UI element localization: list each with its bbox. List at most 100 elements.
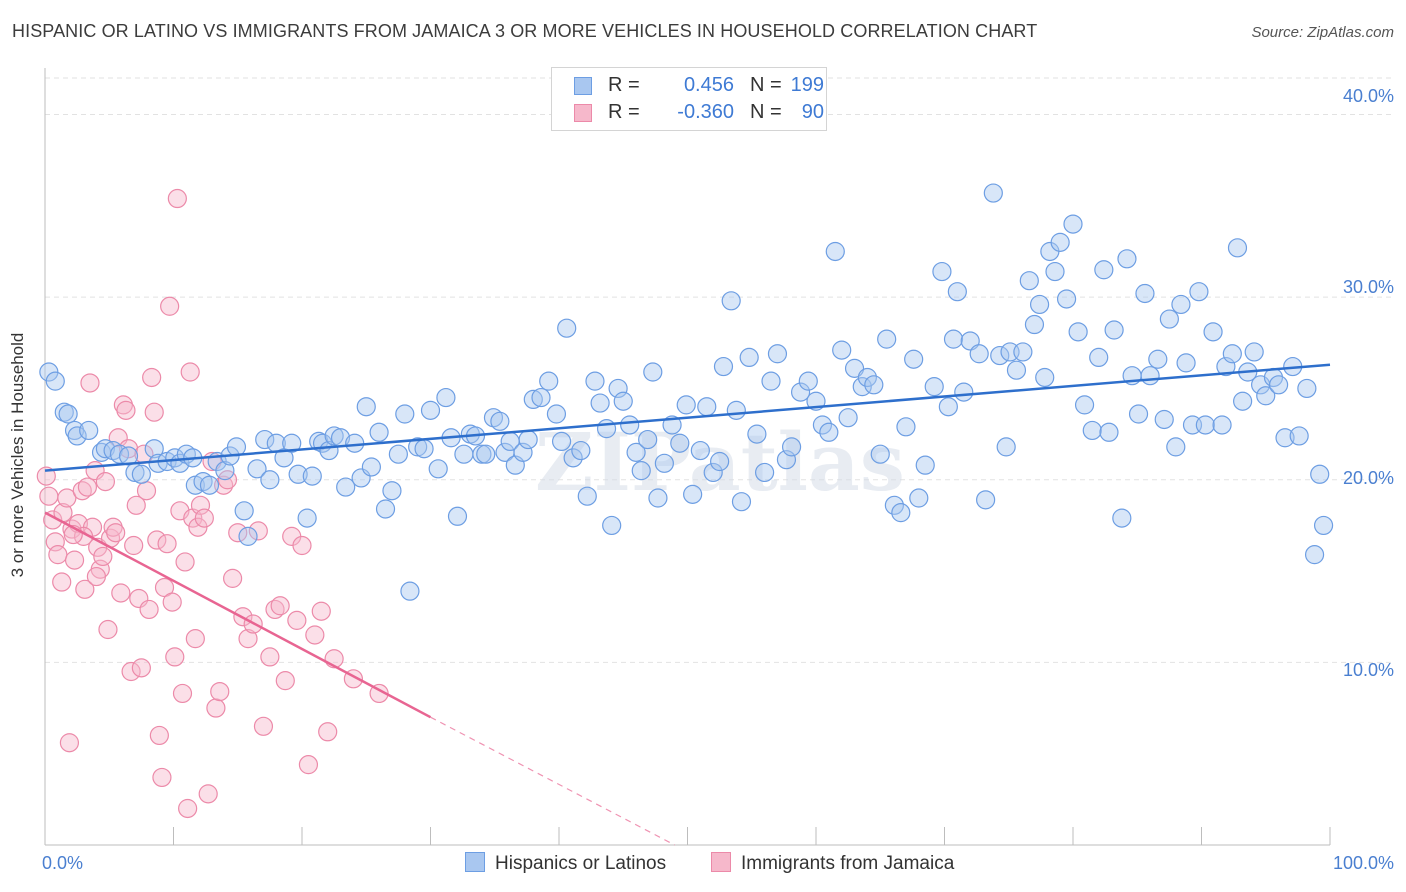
data-point bbox=[282, 433, 302, 453]
data-point bbox=[1056, 289, 1077, 309]
data-point bbox=[976, 490, 996, 510]
data-point bbox=[131, 658, 151, 678]
data-point bbox=[546, 404, 567, 424]
axes bbox=[44, 68, 1331, 846]
data-point bbox=[86, 566, 107, 587]
data-point bbox=[382, 481, 402, 501]
data-point bbox=[175, 552, 195, 572]
data-point bbox=[790, 382, 811, 402]
data-point bbox=[539, 371, 559, 391]
data-point bbox=[832, 340, 852, 360]
data-point bbox=[302, 466, 322, 486]
data-point bbox=[710, 451, 730, 472]
data-point bbox=[247, 459, 267, 479]
data-point bbox=[454, 444, 474, 464]
data-point bbox=[857, 367, 878, 388]
data-point bbox=[1159, 309, 1179, 329]
data-point bbox=[228, 523, 248, 543]
data-point bbox=[1035, 367, 1055, 388]
data-point bbox=[1297, 378, 1317, 399]
data-point bbox=[98, 619, 118, 640]
data-point bbox=[297, 508, 317, 528]
data-point bbox=[147, 530, 167, 550]
data-point bbox=[924, 377, 944, 397]
data-point bbox=[193, 471, 213, 492]
data-point bbox=[1128, 404, 1149, 424]
data-point bbox=[124, 535, 144, 556]
data-point bbox=[557, 318, 577, 338]
data-point bbox=[67, 426, 87, 446]
data-point bbox=[144, 402, 164, 422]
data-point bbox=[142, 367, 162, 388]
data-point bbox=[938, 397, 958, 417]
data-point bbox=[152, 767, 172, 788]
data-point bbox=[198, 784, 218, 804]
data-point bbox=[139, 599, 159, 620]
data-point bbox=[676, 395, 696, 415]
data-point bbox=[798, 371, 818, 391]
data-point bbox=[864, 375, 884, 395]
data-point bbox=[72, 481, 92, 501]
data-point bbox=[697, 397, 717, 417]
data-point bbox=[726, 400, 746, 420]
legend-item-hispanic: Hispanics or Latinos bbox=[465, 852, 666, 875]
data-point bbox=[58, 404, 78, 424]
data-point bbox=[1089, 347, 1109, 368]
data-point bbox=[75, 579, 95, 599]
data-point bbox=[877, 329, 897, 349]
data-point bbox=[400, 581, 420, 601]
legend-r-label: R = bbox=[608, 74, 640, 96]
data-point bbox=[121, 661, 141, 682]
data-point bbox=[1104, 320, 1124, 340]
data-point bbox=[144, 439, 164, 459]
data-point bbox=[631, 461, 651, 481]
data-point bbox=[1189, 282, 1209, 302]
data-point bbox=[1233, 391, 1253, 411]
data-point bbox=[165, 647, 185, 667]
data-point bbox=[996, 437, 1016, 457]
data-point bbox=[64, 550, 85, 570]
data-point bbox=[234, 501, 254, 521]
data-point bbox=[1244, 342, 1264, 362]
data-point bbox=[954, 382, 974, 402]
data-point bbox=[185, 629, 205, 649]
data-point bbox=[1029, 294, 1050, 315]
data-point bbox=[95, 471, 115, 492]
data-point bbox=[157, 534, 177, 554]
data-point bbox=[915, 455, 935, 475]
trend-line-jamaica-extension bbox=[430, 716, 675, 846]
data-point bbox=[776, 450, 797, 470]
data-point bbox=[1019, 271, 1039, 291]
data-point bbox=[483, 408, 504, 428]
data-point bbox=[116, 400, 136, 420]
data-point bbox=[215, 461, 235, 481]
data-point bbox=[265, 599, 285, 620]
data-point bbox=[428, 459, 448, 479]
data-point bbox=[253, 716, 274, 736]
data-point bbox=[577, 486, 597, 506]
legend-r-label: R = bbox=[608, 101, 640, 123]
data-point bbox=[238, 526, 258, 546]
source-label: Source: ZipAtlas.com bbox=[1251, 24, 1394, 41]
data-point bbox=[292, 535, 312, 556]
watermark: ZIPatlas bbox=[535, 415, 905, 509]
data-point bbox=[1222, 344, 1242, 364]
data-point bbox=[408, 437, 428, 457]
legend-swatch-blue bbox=[574, 77, 592, 95]
data-point bbox=[77, 477, 98, 497]
data-point bbox=[172, 683, 193, 704]
data-point bbox=[270, 596, 290, 616]
data-point bbox=[1135, 283, 1155, 304]
data-point bbox=[1024, 314, 1045, 335]
data-point bbox=[531, 387, 551, 408]
data-point bbox=[287, 610, 307, 630]
data-point bbox=[1203, 322, 1223, 342]
data-point bbox=[1227, 238, 1248, 258]
legend-swatch-pink bbox=[711, 852, 731, 872]
data-point bbox=[754, 462, 775, 483]
data-point bbox=[160, 296, 180, 316]
data-point bbox=[585, 371, 605, 391]
data-point bbox=[896, 417, 916, 437]
data-point bbox=[620, 415, 640, 435]
data-point bbox=[369, 422, 389, 442]
